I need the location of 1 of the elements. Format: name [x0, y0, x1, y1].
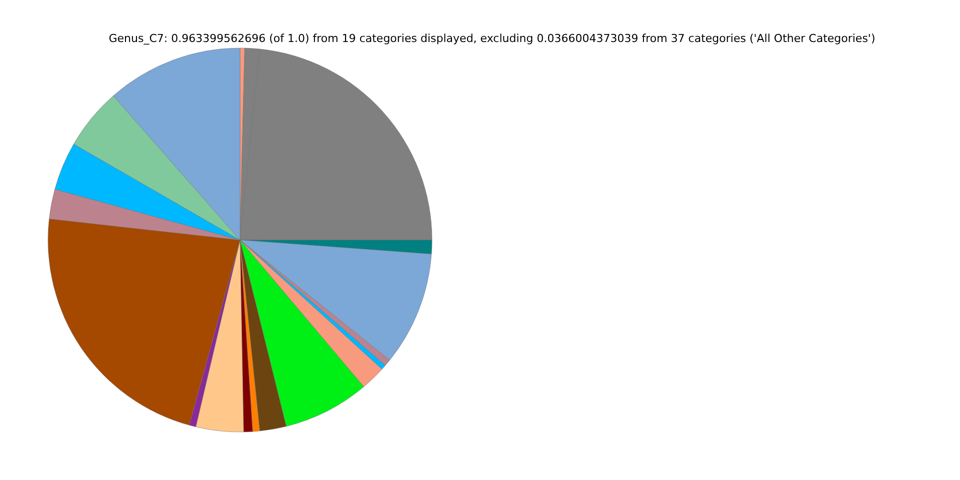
text: Genus_C7: 0.963399562696 (of 1.0) from 19 categories displayed, excluding 0.0366004373039 from 37 categories ('All Other Categories') [108, 32, 876, 45]
